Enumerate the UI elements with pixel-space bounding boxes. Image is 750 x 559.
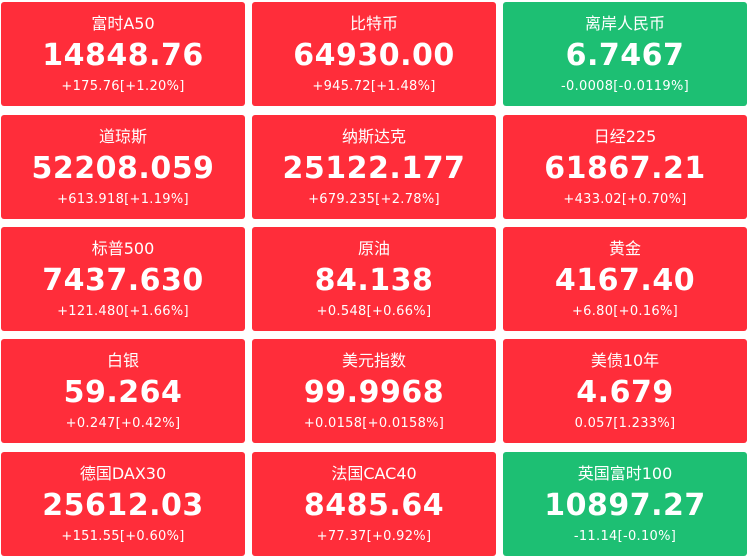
tile-name: 日经225	[593, 127, 657, 146]
tile-ftse-a50[interactable]: 富时A50 14848.76 +175.76[+1.20%]	[1, 2, 245, 106]
tile-price: 25612.03	[42, 488, 204, 523]
tile-nikkei-225[interactable]: 日经225 61867.21 +433.02[+0.70%]	[503, 115, 747, 219]
tile-gold[interactable]: 黄金 4167.40 +6.80[+0.16%]	[503, 227, 747, 331]
tile-name: 德国DAX30	[79, 464, 167, 483]
tile-price: 10897.27	[544, 488, 706, 523]
tile-us-10y-treasury[interactable]: 美债10年 4.679 0.057[1.233%]	[503, 339, 747, 443]
tile-price: 14848.76	[42, 38, 204, 73]
tile-price: 64930.00	[293, 38, 455, 73]
tile-name: 比特币	[349, 14, 398, 33]
tile-cac40[interactable]: 法国CAC40 8485.64 +77.37[+0.92%]	[252, 452, 496, 556]
tile-price: 6.7467	[565, 38, 685, 73]
tile-change: +151.55[+0.60%]	[61, 529, 185, 544]
tile-name: 黄金	[608, 239, 641, 258]
tile-price: 8485.64	[303, 488, 445, 523]
tile-name: 富时A50	[91, 14, 155, 33]
tile-crude-oil[interactable]: 原油 84.138 +0.548[+0.66%]	[252, 227, 496, 331]
tile-price: 84.138	[314, 263, 434, 298]
tile-price: 4167.40	[554, 263, 696, 298]
tile-price: 59.264	[63, 375, 183, 410]
tile-nasdaq[interactable]: 纳斯达克 25122.177 +679.235[+2.78%]	[252, 115, 496, 219]
tile-silver[interactable]: 白银 59.264 +0.247[+0.42%]	[1, 339, 245, 443]
tile-change: +433.02[+0.70%]	[563, 192, 687, 207]
tile-bitcoin[interactable]: 比特币 64930.00 +945.72[+1.48%]	[252, 2, 496, 106]
tile-name: 美债10年	[590, 351, 660, 370]
tile-sp500[interactable]: 标普500 7437.630 +121.480[+1.66%]	[1, 227, 245, 331]
tile-change: -0.0008[-0.0119%]	[561, 79, 689, 94]
tile-name: 法国CAC40	[331, 464, 417, 483]
tile-name: 道琼斯	[98, 127, 147, 146]
tile-name: 原油	[357, 239, 390, 258]
tile-change: +0.247[+0.42%]	[65, 416, 181, 431]
tile-dollar-index[interactable]: 美元指数 99.9968 +0.0158[+0.0158%]	[252, 339, 496, 443]
tile-dax30[interactable]: 德国DAX30 25612.03 +151.55[+0.60%]	[1, 452, 245, 556]
tile-price: 99.9968	[303, 375, 445, 410]
tile-change: +6.80[+0.16%]	[571, 304, 679, 319]
tile-offshore-rmb[interactable]: 离岸人民币 6.7467 -0.0008[-0.0119%]	[503, 2, 747, 106]
tile-price: 7437.630	[42, 263, 204, 298]
tile-change: +175.76[+1.20%]	[61, 79, 185, 94]
tile-name: 离岸人民币	[584, 14, 665, 33]
tile-change: +0.0158[+0.0158%]	[303, 416, 445, 431]
tile-price: 52208.059	[31, 151, 215, 186]
tile-name: 白银	[106, 351, 139, 370]
tile-change: +945.72[+1.48%]	[312, 79, 436, 94]
tile-change: +613.918[+1.19%]	[57, 192, 189, 207]
tile-price: 61867.21	[544, 151, 706, 186]
tile-price: 4.679	[576, 375, 674, 410]
tile-change: +121.480[+1.66%]	[57, 304, 189, 319]
tile-change: +679.235[+2.78%]	[308, 192, 440, 207]
tile-name: 美元指数	[341, 351, 406, 370]
tile-change: 0.057[1.233%]	[574, 416, 676, 431]
tile-change: +0.548[+0.66%]	[316, 304, 432, 319]
tile-change: +77.37[+0.92%]	[316, 529, 432, 544]
tile-dow-jones[interactable]: 道琼斯 52208.059 +613.918[+1.19%]	[1, 115, 245, 219]
tile-ftse-100[interactable]: 英国富时100 10897.27 -11.14[-0.10%]	[503, 452, 747, 556]
tile-name: 纳斯达克	[341, 127, 406, 146]
tile-name: 标普500	[91, 239, 155, 258]
tile-price: 25122.177	[282, 151, 466, 186]
tile-name: 英国富时100	[577, 464, 673, 483]
tile-change: -11.14[-0.10%]	[573, 529, 677, 544]
